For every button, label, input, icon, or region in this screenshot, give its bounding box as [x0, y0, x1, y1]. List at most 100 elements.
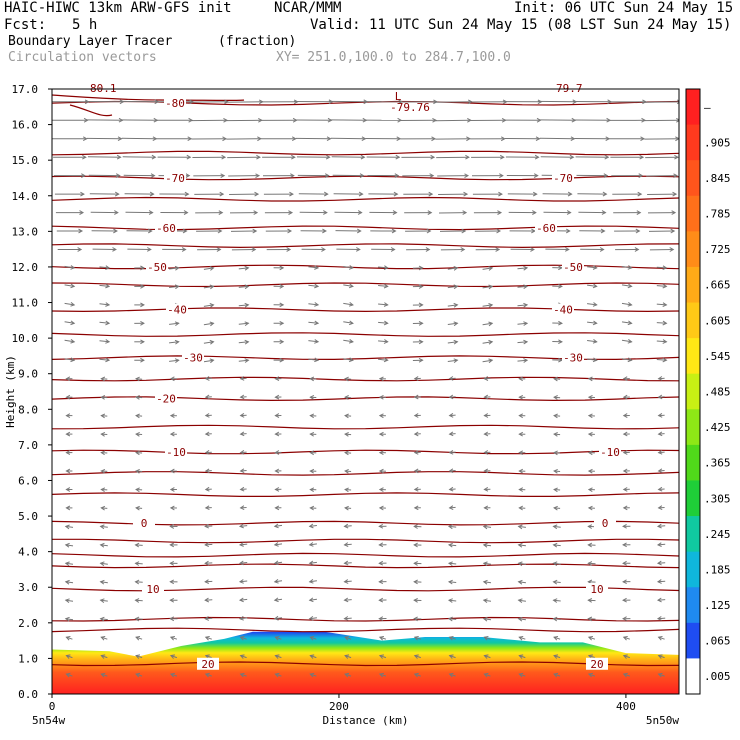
- wind-vector-head: [639, 154, 645, 160]
- wind-vector-head: [622, 487, 628, 492]
- colorbar: – .905 .845 .785 .725 .665 .605 .545 .485 .425 .36…: [685, 88, 731, 695]
- wind-vector: [343, 284, 353, 287]
- wind-vector-head: [99, 542, 105, 548]
- wind-vector-head: [426, 228, 432, 234]
- wind-vector: [658, 673, 665, 677]
- wind-vector-head: [117, 136, 123, 142]
- init-time: Init: 06 UTC Sun 24 May 15: [514, 0, 734, 16]
- wind-vector: [449, 636, 456, 640]
- wind-vector: [657, 617, 666, 620]
- colorbar-swatch: [686, 160, 700, 197]
- wind-vector-head: [587, 450, 593, 456]
- wind-vector-head: [358, 191, 364, 197]
- wind-vector: [309, 543, 317, 546]
- wind-vector-head: [100, 654, 106, 659]
- wind-vector: [553, 525, 561, 528]
- wind-vector-head: [587, 654, 593, 659]
- wind-vector-head: [314, 265, 320, 270]
- wind-vector: [99, 303, 110, 306]
- wind-vector-head: [274, 672, 280, 678]
- wind-vector-head: [344, 672, 350, 678]
- wind-vector-head: [657, 654, 663, 659]
- wind-vector-head: [383, 283, 389, 289]
- wind-vector-head: [244, 339, 250, 345]
- wind-vector-head: [378, 394, 384, 400]
- wind-vector-head: [587, 598, 593, 603]
- wind-vector-head: [656, 542, 662, 547]
- circulation-vectors: [52, 99, 679, 678]
- wind-vector: [66, 636, 73, 640]
- wind-vector: [448, 544, 457, 547]
- wind-vector: [100, 544, 108, 547]
- wind-vector-head: [308, 615, 314, 621]
- wind-vector-head: [135, 395, 140, 400]
- wind-vector-head: [308, 579, 314, 584]
- wind-vector: [65, 525, 74, 528]
- wind-vector-head: [65, 654, 71, 659]
- wind-vector: [100, 599, 108, 602]
- wind-vector: [483, 599, 492, 602]
- wind-vector: [484, 636, 491, 640]
- wind-vector-head: [169, 560, 175, 566]
- wind-vector-head: [587, 394, 593, 400]
- wind-vector-head: [274, 654, 280, 659]
- wind-vector-head: [448, 449, 454, 455]
- wind-vector: [518, 562, 526, 565]
- wind-vector-head: [378, 450, 384, 456]
- wind-vector-head: [99, 598, 105, 604]
- wind-vector-head: [483, 486, 489, 492]
- wind-vector-head: [356, 228, 362, 234]
- wind-vector-head: [671, 210, 677, 215]
- wind-vector: [587, 321, 597, 324]
- wind-vector: [274, 524, 283, 527]
- wind-vector-head: [383, 357, 389, 363]
- wind-vector-head: [204, 523, 210, 529]
- wind-vector-head: [65, 394, 71, 400]
- wind-vector-head: [309, 450, 315, 456]
- contour-label: 20: [590, 658, 603, 671]
- contour-labels: -80 -70 -70 -60 -60 -50 -50 -40 -40 -30 -30 -20 -10 -…: [83, 82, 621, 671]
- wind-vector-head: [553, 636, 559, 641]
- wind-vector-head: [428, 191, 434, 197]
- wind-vector-head: [599, 247, 605, 252]
- wind-vector-head: [344, 413, 349, 419]
- wind-vector: [344, 655, 352, 659]
- wind-vector: [518, 599, 526, 602]
- wind-vector-head: [70, 283, 76, 289]
- wind-vector: [66, 655, 73, 659]
- wind-vector-head: [553, 672, 559, 678]
- wind-vector-head: [662, 283, 668, 289]
- wind-vector: [657, 525, 666, 527]
- wind-vector-head: [587, 524, 593, 529]
- contour-line: [52, 175, 679, 181]
- contour-label-bg: [164, 97, 186, 110]
- wind-vector-head: [309, 672, 315, 678]
- wind-vector-head: [135, 487, 140, 493]
- wind-vector-head: [344, 395, 349, 400]
- wind-vector-head: [488, 303, 494, 308]
- wind-vector-head: [135, 505, 140, 511]
- wind-vector-head: [174, 358, 180, 364]
- wind-vector-head: [592, 302, 598, 307]
- colorbar-label: .305: [704, 492, 731, 505]
- colorbar-label: .125: [704, 599, 731, 612]
- wind-vector-head: [460, 247, 466, 252]
- wind-vector-head: [174, 339, 180, 345]
- wind-vector-head: [326, 136, 332, 142]
- wind-vector-head: [564, 247, 570, 252]
- wind-vector-head: [348, 320, 354, 326]
- wind-vector-head: [552, 598, 558, 603]
- wind-vector-head: [488, 358, 494, 364]
- wind-vector-head: [447, 524, 453, 530]
- wind-vector-head: [239, 486, 245, 492]
- wind-vector-head: [418, 284, 424, 289]
- wind-vector-head: [587, 376, 593, 382]
- wind-vector: [587, 266, 597, 269]
- wind-vector-head: [135, 672, 141, 678]
- wind-vector-head: [552, 616, 558, 622]
- wind-vector-head: [558, 265, 563, 271]
- wind-vector-head: [383, 339, 389, 344]
- wind-vector: [621, 266, 632, 269]
- wind-vector: [65, 562, 74, 565]
